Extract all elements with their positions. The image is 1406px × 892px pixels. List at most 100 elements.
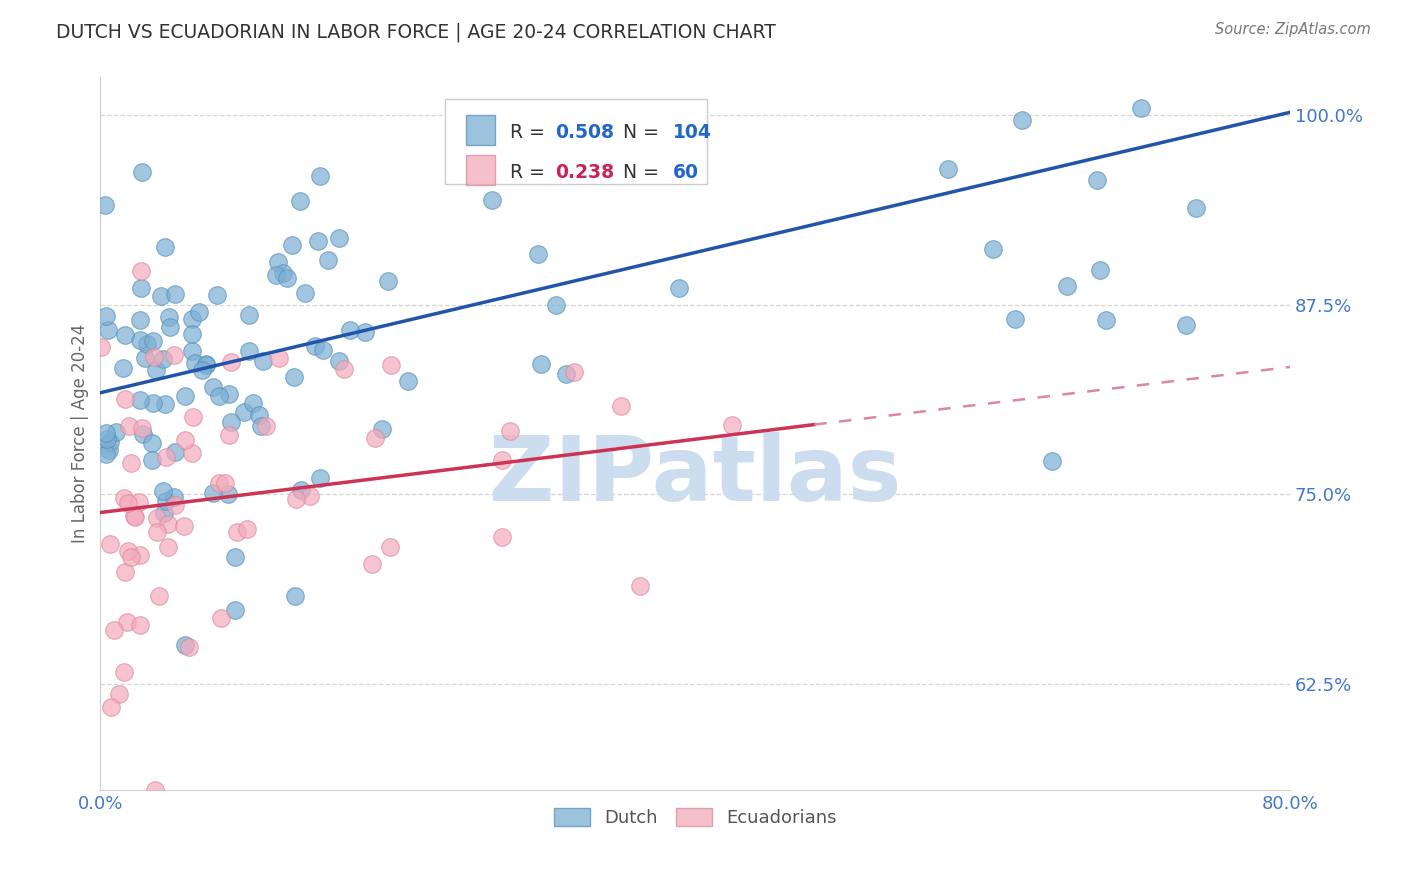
- Point: [100, 699, 122, 714]
- Point: [163, 490, 186, 504]
- Point: [157, 541, 180, 555]
- Point: [283, 370, 305, 384]
- Point: [209, 610, 232, 624]
- Point: [491, 453, 513, 467]
- Point: [142, 350, 165, 364]
- Point: [1088, 263, 1111, 277]
- Point: [120, 549, 142, 564]
- Point: [202, 379, 225, 393]
- Point: [177, 640, 200, 655]
- Point: [264, 268, 287, 282]
- Point: [134, 351, 156, 366]
- Point: [114, 392, 136, 407]
- Point: [201, 485, 224, 500]
- Point: [481, 193, 503, 207]
- Point: [294, 286, 316, 301]
- Legend: Dutch, Ecuadorians: Dutch, Ecuadorians: [547, 800, 844, 834]
- Text: ZIPatlas: ZIPatlas: [489, 433, 901, 520]
- Point: [136, 336, 159, 351]
- Point: [225, 524, 247, 539]
- Point: [219, 355, 242, 369]
- Point: [307, 234, 329, 248]
- Point: [328, 354, 350, 368]
- Point: [610, 399, 633, 413]
- Point: [173, 519, 195, 533]
- Text: N =: N =: [610, 122, 665, 142]
- Point: [238, 308, 260, 322]
- Point: [165, 286, 187, 301]
- Point: [112, 360, 135, 375]
- Point: [247, 409, 270, 423]
- Point: [132, 426, 155, 441]
- Point: [207, 288, 229, 302]
- Point: [339, 322, 361, 336]
- Point: [152, 507, 174, 521]
- Point: [94, 197, 117, 211]
- Point: [628, 579, 651, 593]
- Point: [181, 446, 204, 460]
- Point: [141, 436, 163, 450]
- Point: [304, 339, 326, 353]
- Point: [217, 487, 239, 501]
- Point: [267, 351, 290, 365]
- Point: [218, 427, 240, 442]
- Point: [129, 618, 152, 632]
- Point: [98, 537, 121, 551]
- Point: [276, 271, 298, 285]
- Point: [188, 305, 211, 319]
- Point: [98, 434, 121, 449]
- Point: [530, 357, 553, 371]
- Point: [180, 326, 202, 341]
- Point: [112, 665, 135, 680]
- Point: [309, 169, 332, 183]
- Point: [283, 589, 305, 603]
- Point: [112, 491, 135, 505]
- Point: [290, 194, 312, 209]
- Point: [155, 493, 177, 508]
- Point: [96, 309, 118, 323]
- FancyBboxPatch shape: [465, 115, 495, 145]
- Point: [1040, 454, 1063, 468]
- Point: [364, 431, 387, 445]
- Point: [96, 432, 118, 446]
- Text: R =: R =: [509, 163, 551, 182]
- Point: [145, 363, 167, 377]
- Point: [936, 161, 959, 176]
- Point: [114, 565, 136, 579]
- Point: [981, 242, 1004, 256]
- Point: [562, 365, 585, 379]
- Text: Source: ZipAtlas.com: Source: ZipAtlas.com: [1215, 22, 1371, 37]
- Point: [1011, 112, 1033, 127]
- Point: [224, 603, 246, 617]
- Point: [96, 447, 118, 461]
- Text: DUTCH VS ECUADORIAN IN LABOR FORCE | AGE 20-24 CORRELATION CHART: DUTCH VS ECUADORIAN IN LABOR FORCE | AGE…: [56, 22, 776, 42]
- Point: [174, 433, 197, 447]
- Point: [238, 344, 260, 359]
- Point: [145, 511, 167, 525]
- Point: [298, 489, 321, 503]
- Point: [129, 312, 152, 326]
- Point: [328, 231, 350, 245]
- Point: [114, 327, 136, 342]
- Point: [267, 254, 290, 268]
- Text: R =: R =: [509, 122, 551, 142]
- Point: [619, 152, 641, 166]
- Point: [108, 687, 131, 701]
- Point: [183, 410, 205, 425]
- Point: [236, 522, 259, 536]
- Point: [668, 281, 690, 295]
- Text: 0.508: 0.508: [555, 122, 614, 142]
- Point: [146, 525, 169, 540]
- Point: [181, 344, 204, 359]
- Point: [180, 311, 202, 326]
- Point: [122, 508, 145, 523]
- Point: [148, 589, 170, 603]
- Point: [250, 418, 273, 433]
- Y-axis label: In Labor Force | Age 20-24: In Labor Force | Age 20-24: [72, 324, 89, 543]
- Text: 0.238: 0.238: [555, 163, 614, 182]
- Text: 60: 60: [672, 163, 699, 182]
- Point: [242, 395, 264, 409]
- Point: [208, 389, 231, 403]
- Point: [155, 450, 177, 465]
- Point: [129, 263, 152, 277]
